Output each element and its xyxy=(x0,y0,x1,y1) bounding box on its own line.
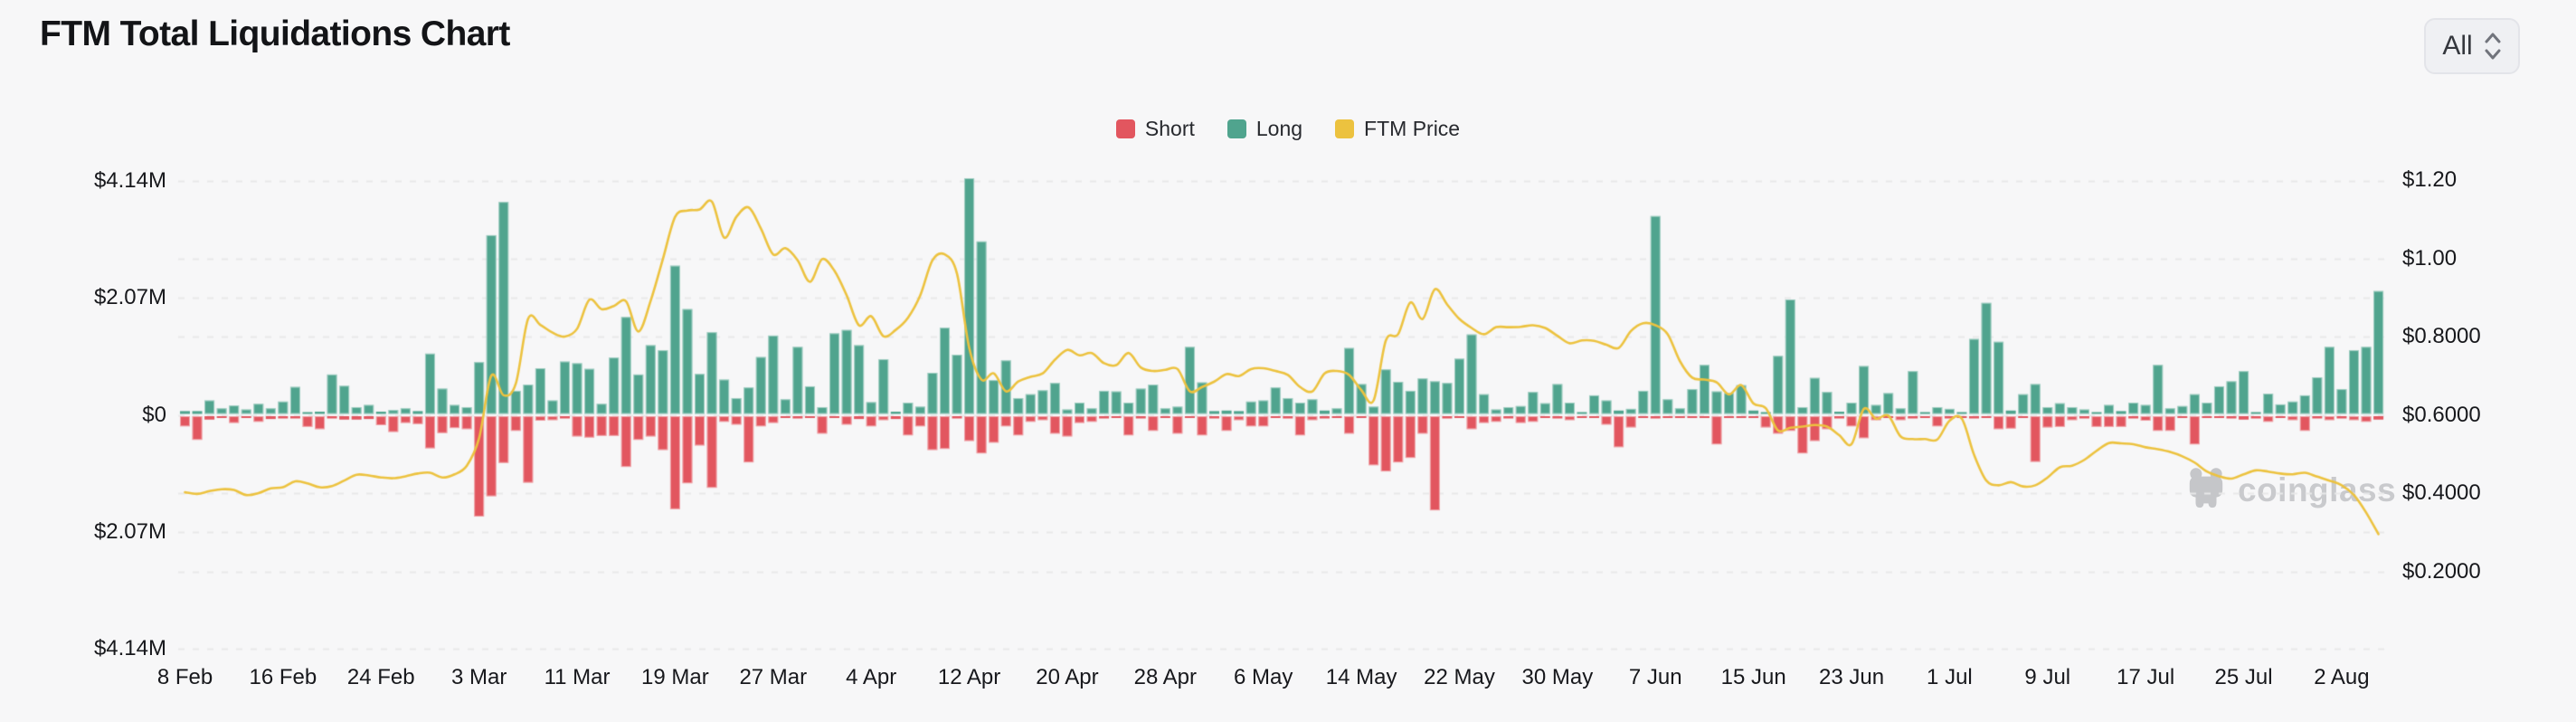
price-swatch-icon xyxy=(1335,119,1355,138)
x-axis-label: 2 Aug xyxy=(2314,665,2370,689)
legend-label: Long xyxy=(1255,117,1303,140)
x-axis-label: 3 Mar xyxy=(450,665,507,689)
x-axis-label: 20 Apr xyxy=(1036,665,1099,689)
x-axis-label: 7 Jun xyxy=(1628,665,1682,689)
legend-label: FTM Price xyxy=(1364,117,1461,140)
x-axis-label: 24 Feb xyxy=(346,665,415,689)
y-axis-left-label: $0 xyxy=(142,402,166,427)
y-axis-right-label: $0.6000 xyxy=(2402,402,2481,427)
short-swatch-icon xyxy=(1115,119,1135,138)
x-axis-label: 14 May xyxy=(1325,665,1397,689)
legend-item-ftm-price[interactable]: FTM Price xyxy=(1335,117,1460,141)
y-axis-left-label: $2.07M xyxy=(93,518,166,544)
y-axis-right-label: $1.00 xyxy=(2402,245,2458,271)
x-axis-label: 17 Jul xyxy=(2117,665,2175,689)
legend-item-long[interactable]: Long xyxy=(1226,117,1303,141)
x-axis-label: 27 Mar xyxy=(739,665,808,689)
legend-item-short[interactable]: Short xyxy=(1115,117,1195,141)
x-axis-label: 28 Apr xyxy=(1133,665,1198,689)
x-axis-label: 8 Feb xyxy=(156,665,213,689)
y-axis-right-label: $0.8000 xyxy=(2402,324,2481,348)
chart-legend: Short Long FTM Price xyxy=(0,117,2576,141)
x-axis-label: 23 Jun xyxy=(1818,665,1885,689)
x-axis-label: 25 Jul xyxy=(2214,665,2273,689)
x-axis-label: 12 Apr xyxy=(937,665,1001,689)
x-axis-label: 22 May xyxy=(1424,665,1495,689)
y-axis-right-label: $0.4000 xyxy=(2402,480,2481,505)
x-axis-label: 15 Jun xyxy=(1720,665,1786,689)
y-axis-right-label: $0.2000 xyxy=(2402,558,2481,584)
x-axis-label: 1 Jul xyxy=(1927,665,1973,689)
x-axis-label: 6 May xyxy=(1234,665,1293,689)
x-axis-label: 30 May xyxy=(1521,665,1594,689)
y-axis-right-label: $1.20 xyxy=(2402,167,2458,192)
y-axis-left-label: $2.07M xyxy=(93,285,166,310)
y-axis-left-label: $4.14M xyxy=(93,635,166,660)
legend-label: Short xyxy=(1144,117,1195,140)
long-swatch-icon xyxy=(1226,119,1246,138)
x-axis-label: 9 Jul xyxy=(2024,665,2071,689)
x-axis-label: 4 Apr xyxy=(846,665,897,689)
x-axis-label: 19 Mar xyxy=(641,665,709,689)
x-axis-label: 11 Mar xyxy=(544,665,611,689)
x-axis-label: 16 Feb xyxy=(249,665,317,689)
y-axis-left-label: $4.14M xyxy=(93,168,166,194)
